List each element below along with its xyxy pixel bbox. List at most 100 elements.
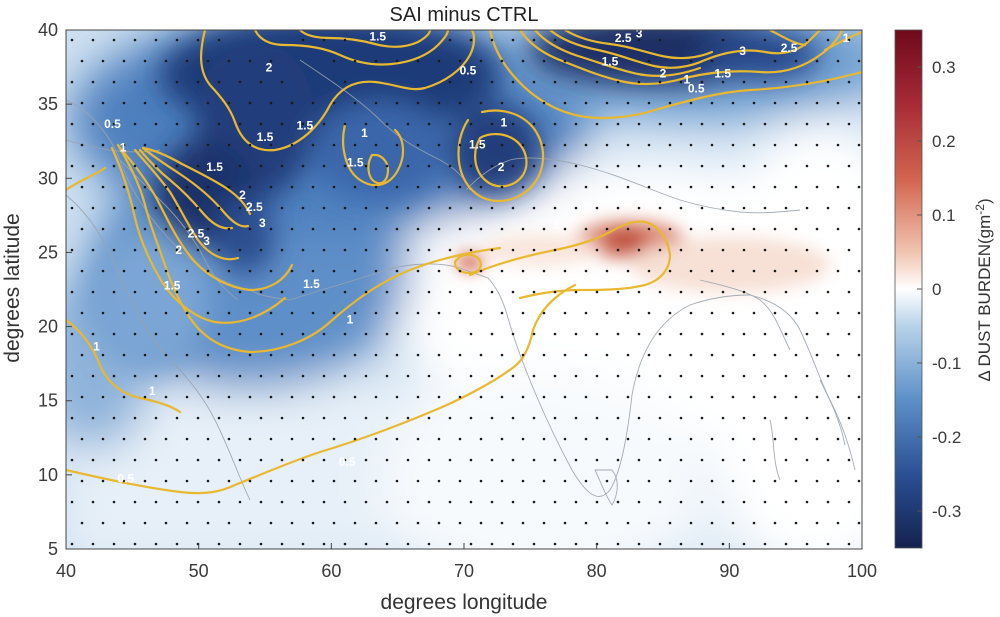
stipple-dot — [81, 186, 84, 189]
stipple-dot — [323, 207, 326, 210]
stipple-dot — [207, 60, 210, 63]
stipple-dot — [438, 270, 441, 273]
contour-label: 2.5 — [615, 31, 632, 45]
stipple-dot — [816, 480, 819, 483]
stipple-dot — [596, 123, 599, 126]
stipple-dot — [197, 249, 200, 252]
stipple-dot — [438, 522, 441, 525]
stipple-dot — [575, 291, 578, 294]
stipple-dot — [627, 354, 630, 357]
stipple-dot — [228, 228, 231, 231]
stipple-dot — [564, 186, 567, 189]
stipple-dot — [102, 312, 105, 315]
y-tick-label: 20 — [38, 317, 58, 337]
stipple-dot — [312, 270, 315, 273]
stipple-dot — [512, 333, 515, 336]
stipple-dot — [827, 249, 830, 252]
contour-label: 0.5 — [117, 471, 134, 485]
stipple-dot — [302, 39, 305, 42]
stipple-dot — [774, 60, 777, 63]
stipple-dot — [858, 228, 861, 231]
stipple-dot — [858, 522, 861, 525]
stipple-dot — [218, 417, 221, 420]
colorbar-label-sup: -2 — [973, 204, 987, 215]
contour-label: 0.5 — [104, 117, 121, 131]
stipple-dot — [102, 270, 105, 273]
stipple-dot — [71, 123, 74, 126]
stipple-dot — [543, 60, 546, 63]
stipple-dot — [333, 522, 336, 525]
x-tick-label: 90 — [719, 561, 739, 581]
stipple-dot — [302, 459, 305, 462]
contour-label: 1 — [149, 384, 156, 398]
stipple-dot — [512, 543, 515, 546]
stipple-dot — [627, 228, 630, 231]
x-tick-label: 40 — [56, 561, 76, 581]
stipple-dot — [71, 417, 74, 420]
stipple-dot — [659, 459, 662, 462]
stipple-dot — [470, 81, 473, 84]
stipple-dot — [480, 186, 483, 189]
stipple-dot — [554, 39, 557, 42]
stipple-dot — [134, 291, 137, 294]
stipple-dot — [764, 207, 767, 210]
stipple-dot — [764, 543, 767, 546]
stipple-dot — [858, 396, 861, 399]
stipple-dot — [659, 333, 662, 336]
stipple-dot — [218, 249, 221, 252]
stipple-dot — [375, 522, 378, 525]
stipple-dot — [806, 333, 809, 336]
stipple-dot — [816, 270, 819, 273]
stipple-dot — [795, 186, 798, 189]
stipple-dot — [491, 165, 494, 168]
stipple-dot — [764, 333, 767, 336]
stipple-dot — [291, 102, 294, 105]
stipple-dot — [333, 480, 336, 483]
stipple-dot — [281, 543, 284, 546]
stipple-dot — [480, 480, 483, 483]
stipple-dot — [722, 333, 725, 336]
stipple-dot — [239, 165, 242, 168]
stipple-dot — [407, 459, 410, 462]
stipple-dot — [155, 459, 158, 462]
stipple-dot — [743, 123, 746, 126]
stipple-dot — [407, 207, 410, 210]
stipple-dot — [564, 522, 567, 525]
stipple-dot — [81, 144, 84, 147]
stipple-dot — [585, 480, 588, 483]
stipple-dot — [690, 480, 693, 483]
stipple-dot — [354, 60, 357, 63]
stipple-dot — [522, 438, 525, 441]
stipple-dot — [207, 522, 210, 525]
stipple-dot — [470, 417, 473, 420]
stipple-dot — [722, 123, 725, 126]
stipple-dot — [690, 60, 693, 63]
stipple-dot — [102, 396, 105, 399]
stipple-dot — [417, 522, 420, 525]
contour-label: 1.5 — [602, 55, 619, 69]
stipple-dot — [816, 60, 819, 63]
stipple-dot — [543, 522, 546, 525]
contour-label: 1.5 — [206, 160, 223, 174]
stipple-dot — [543, 270, 546, 273]
stipple-dot — [260, 333, 263, 336]
contour-label: 1 — [843, 31, 850, 45]
stipple-dot — [323, 123, 326, 126]
stipple-dot — [617, 249, 620, 252]
stipple-dot — [438, 102, 441, 105]
stipple-dot — [596, 459, 599, 462]
stipple-dot — [396, 354, 399, 357]
stipple-dot — [239, 123, 242, 126]
stipple-dot — [270, 396, 273, 399]
stipple-dot — [732, 270, 735, 273]
stipple-dot — [512, 165, 515, 168]
stipple-dot — [218, 501, 221, 504]
stipple-dot — [186, 270, 189, 273]
stipple-dot — [837, 438, 840, 441]
stipple-dot — [543, 396, 546, 399]
stipple-dot — [554, 291, 557, 294]
stipple-dot — [512, 39, 515, 42]
stipple-dot — [218, 123, 221, 126]
stipple-dot — [113, 375, 116, 378]
stipple-dot — [165, 60, 168, 63]
